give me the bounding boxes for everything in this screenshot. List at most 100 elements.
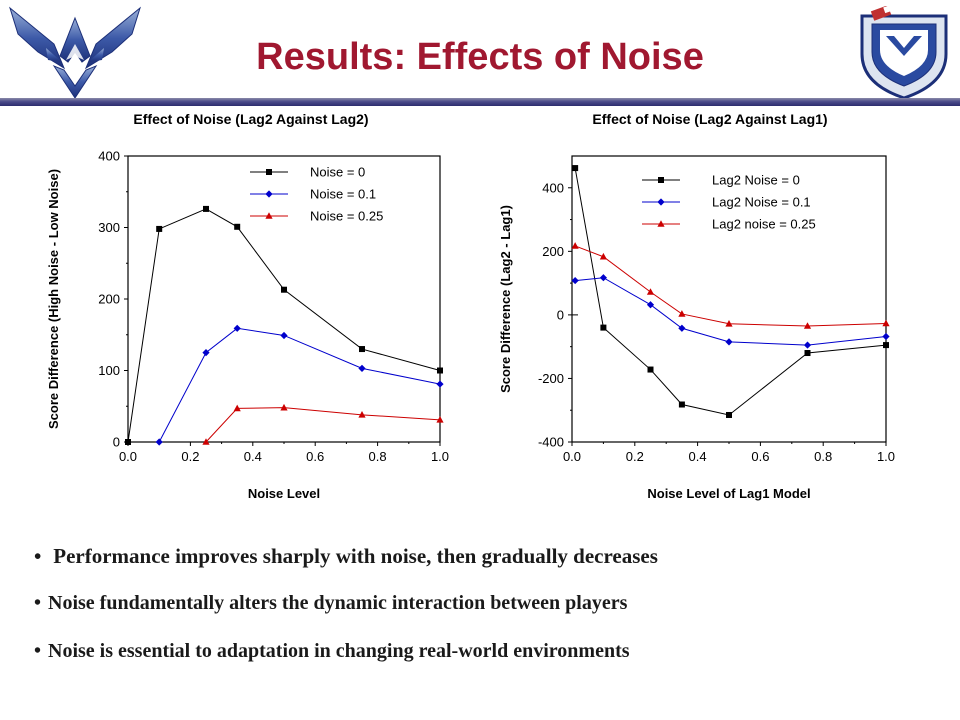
chart-point: [233, 324, 241, 332]
chart-point: [359, 346, 365, 353]
series-2: [155, 324, 444, 446]
bullet-text: Noise is essential to adaptation in chan…: [48, 640, 630, 662]
legend-label: Noise = 0.25: [310, 209, 383, 224]
bullet-dot-icon: •: [34, 640, 42, 662]
chart-point: [725, 338, 733, 346]
x-tick-label: 0.2: [626, 449, 644, 464]
chart-point: [266, 169, 272, 175]
bullet-dot-icon: •: [34, 592, 42, 614]
y-tick-label: 200: [542, 244, 564, 259]
y-axis-label: Score Difference (Lag2 - Lag1): [498, 205, 513, 393]
chart-point: [202, 438, 210, 445]
x-tick-label: 1.0: [431, 449, 449, 464]
bullet-text: Noise fundamentally alters the dynamic i…: [48, 592, 628, 614]
legend-label: Lag2 Noise = 0.1: [712, 195, 811, 210]
chart-point: [202, 349, 210, 357]
series-2: [571, 274, 890, 349]
series-line: [575, 277, 887, 346]
chart-point: [125, 439, 131, 445]
chart-point: [599, 274, 607, 282]
chart-point: [233, 404, 241, 412]
chart-point: [599, 252, 607, 260]
chart-point: [437, 367, 443, 374]
legend-label: Noise = 0: [310, 165, 365, 180]
x-axis-label: Noise Level: [248, 486, 320, 501]
y-tick-label: -200: [538, 371, 564, 386]
bullet-text: Performance improves sharply with noise,…: [53, 544, 658, 568]
chart-point: [678, 310, 686, 317]
plot-area: [127, 155, 441, 443]
chart-point: [358, 364, 366, 372]
x-tick-label: 0.4: [244, 449, 262, 464]
chart-point: [281, 286, 287, 293]
x-axis-label: Noise Level of Lag1 Model: [647, 486, 810, 501]
chart-point: [882, 319, 890, 327]
bullet-dot-icon: •: [34, 544, 42, 568]
legend-label: Lag2 Noise = 0: [712, 173, 800, 188]
series-1: [572, 165, 889, 418]
y-tick-label: 200: [98, 292, 120, 307]
chart-lag2-vs-lag1-plot: Effect of Noise (Lag2 Against Lag1) -400 -…: [498, 111, 895, 501]
chart-lag2-vs-lag2: Effect of Noise (Lag2 Against Lag2) 0 100 2…: [40, 106, 460, 506]
chart-point: [803, 341, 812, 349]
afosr-shield-icon: [860, 6, 948, 100]
bullet-item: • Noise is essential to adaptation in cha…: [34, 640, 630, 663]
y-tick-label: 300: [98, 220, 120, 235]
chart-legend: Lag2 Noise = 0 Lag2 Noise = 0.1 Lag2 noise…: [642, 173, 816, 232]
chart-point: [726, 411, 732, 418]
chart-point: [725, 319, 733, 327]
slide-title: Results: Effects of Noise: [256, 36, 704, 78]
bullet-item: • Noise fundamentally alters the dynamic …: [34, 592, 627, 615]
x-tick-label: 0.2: [181, 449, 199, 464]
chart-point: [155, 438, 163, 446]
chart-point: [234, 223, 241, 230]
chart-point: [646, 301, 655, 309]
chart-point: [280, 331, 288, 340]
x-tick-label: 0.0: [563, 449, 581, 464]
chart-point: [572, 165, 579, 172]
chart-point: [203, 205, 209, 212]
x-tick-label: 0.0: [119, 449, 137, 464]
chart-point: [804, 350, 811, 357]
chart-lag2-vs-lag2-plot: Effect of Noise (Lag2 Against Lag2) 0 100 2…: [46, 111, 449, 501]
chart-point: [883, 342, 889, 349]
chart-point: [647, 366, 654, 373]
x-tick-label: 0.6: [751, 449, 769, 464]
chart-point: [571, 276, 579, 285]
chart-point: [657, 198, 665, 206]
chart-point: [358, 411, 366, 418]
chart-title: Effect of Noise (Lag2 Against Lag2): [133, 111, 368, 127]
chart-point: [436, 416, 444, 423]
chart-point: [658, 177, 664, 183]
air-force-wings-icon: [9, 6, 141, 99]
title-divider: [0, 98, 960, 106]
chart-point: [646, 288, 655, 295]
y-tick-label: 400: [542, 180, 564, 195]
chart-point: [803, 322, 812, 329]
x-tick-label: 0.4: [689, 449, 707, 464]
chart-point: [600, 324, 607, 331]
series-3: [571, 242, 890, 329]
chart-point: [265, 212, 273, 219]
series-line: [574, 245, 887, 327]
chart-legend: Noise = 0 Noise = 0.1 Noise = 0.25: [250, 165, 383, 224]
y-tick-label: 0: [557, 307, 564, 322]
chart-point: [436, 380, 444, 388]
x-tick-label: 1.0: [877, 449, 895, 464]
x-tick-label: 0.8: [369, 449, 387, 464]
chart-point: [882, 332, 890, 341]
series-line: [205, 407, 441, 443]
y-tick-label: 0: [113, 435, 120, 450]
chart-point: [657, 220, 665, 227]
chart-point: [156, 225, 163, 232]
y-tick-label: 100: [98, 363, 120, 378]
chart-point: [280, 403, 288, 411]
y-tick-label: 400: [98, 149, 120, 164]
chart-lag2-vs-lag1: Effect of Noise (Lag2 Against Lag1) -400 -…: [492, 106, 912, 506]
x-tick-label: 0.8: [814, 449, 832, 464]
y-axis-label: Score Difference (High Noise - Low Noise…: [46, 169, 61, 429]
x-tick-label: 0.6: [306, 449, 324, 464]
bullet-item: • Performance improves sharply with nois…: [34, 544, 658, 569]
y-tick-label: -400: [538, 435, 564, 450]
chart-point: [571, 242, 579, 249]
